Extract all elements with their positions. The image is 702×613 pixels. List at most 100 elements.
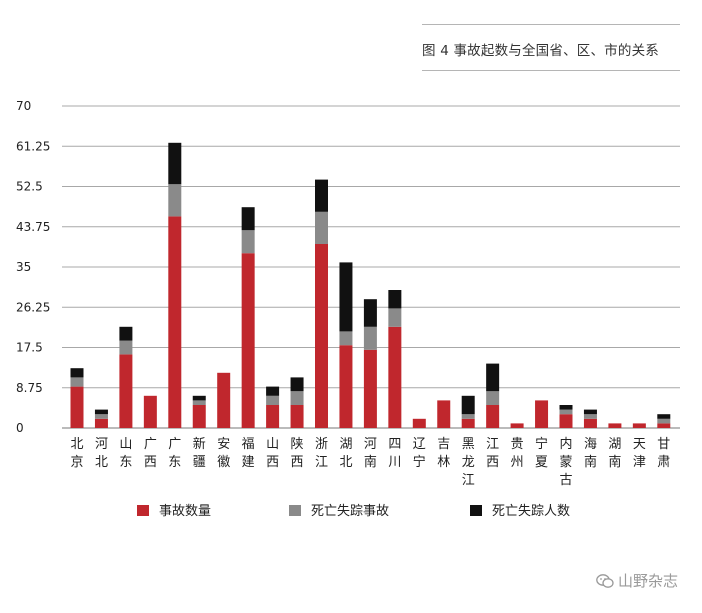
x-category-label: 山西 (266, 437, 279, 470)
bar-segment-series-3 (559, 405, 573, 410)
y-tick-label: 61.25 (16, 139, 50, 153)
x-category-label: 海南 (584, 437, 597, 470)
bar-segment-series-1 (143, 395, 157, 428)
bar-segment-series-1 (363, 349, 377, 428)
x-category-label: 广东 (168, 437, 181, 470)
bar-segment-series-2 (583, 414, 597, 419)
bar-segment-series-3 (168, 142, 182, 185)
x-category-label: 内蒙古 (559, 436, 572, 488)
wechat-icon (596, 573, 614, 588)
x-category-label: 天津 (633, 437, 646, 470)
bar-segment-series-2 (388, 308, 402, 327)
bar-segment-series-2 (315, 211, 328, 244)
x-category-label: 江西 (486, 437, 499, 470)
bar-segment-series-1 (339, 345, 353, 428)
bar-segment-series-3 (315, 179, 328, 212)
x-category-label: 河南 (364, 437, 377, 470)
bar-segment-series-1 (461, 418, 475, 428)
y-tick-label: 17.5 (16, 341, 43, 355)
gridlines (62, 105, 680, 429)
watermark: 山野杂志 (596, 570, 678, 591)
caption-divider (422, 70, 680, 71)
bar-segment-series-1 (119, 354, 133, 428)
x-category-label: 北京 (70, 437, 83, 470)
x-category-label: 福建 (242, 437, 255, 470)
legend-label: 死亡失踪人数 (492, 504, 570, 519)
bar-segment-series-1 (315, 244, 328, 428)
bar-segment-series-3 (266, 386, 280, 396)
y-tick-label: 0 (16, 421, 24, 435)
bar-segment-series-1 (412, 418, 426, 428)
x-category-label: 辽宁 (413, 437, 426, 470)
y-tick-label: 8.75 (16, 381, 43, 395)
bar-segment-series-2 (339, 331, 353, 346)
x-category-label: 新疆 (193, 436, 206, 470)
bar-segment-series-2 (559, 409, 573, 415)
bar-segment-series-1 (192, 405, 206, 428)
y-tick-label: 52.5 (16, 180, 43, 194)
x-category-label: 山东 (119, 437, 132, 470)
bar-segment-series-2 (290, 391, 304, 405)
legend: 事故数量 死亡失踪事故 死亡失踪人数 (137, 504, 570, 519)
bar-segment-series-3 (241, 207, 255, 231)
bar-segment-series-3 (192, 395, 206, 401)
x-category-label: 四川 (388, 437, 401, 470)
bar-segment-series-2 (657, 418, 671, 424)
bar-segment-series-1 (241, 253, 255, 428)
bar-segment-series-1 (608, 423, 622, 428)
bar-segment-series-2 (192, 400, 206, 405)
bar-segment-series-1 (217, 372, 231, 428)
bar-segment-series-1 (70, 386, 84, 428)
bar-segment-series-3 (94, 409, 108, 415)
y-tick-label: 43.75 (16, 220, 50, 234)
bar-segment-series-1 (94, 418, 108, 428)
y-axis: 0 8.75 17.5 26.25 35 43.75 52.5 61.25 70 (16, 99, 50, 435)
bar-segment-series-3 (486, 363, 500, 392)
bar-segment-series-2 (70, 377, 84, 387)
bar-segment-series-3 (70, 368, 84, 378)
bar-segment-series-2 (168, 184, 182, 217)
legend-label: 事故数量 (159, 504, 211, 519)
x-category-label: 贵州 (511, 437, 524, 470)
bar-segment-series-2 (241, 230, 255, 254)
bar-segment-series-3 (388, 290, 402, 309)
x-category-label: 湖北 (339, 437, 352, 470)
top-divider (422, 24, 680, 25)
bar-segment-series-2 (94, 414, 108, 419)
x-category-label: 黑龙江 (462, 437, 475, 488)
y-tick-label: 26.25 (16, 300, 50, 314)
bar-segment-series-2 (461, 414, 475, 419)
x-category-label: 湖南 (608, 437, 621, 470)
watermark-text: 山野杂志 (618, 572, 679, 590)
bar-segment-series-2 (486, 391, 500, 405)
bar-segment-series-3 (119, 326, 133, 341)
x-category-label: 广西 (144, 437, 157, 470)
bar-segment-series-1 (510, 423, 524, 428)
legend-swatch (137, 505, 149, 516)
bar-segment-series-1 (168, 216, 182, 428)
bar-segment-series-1 (535, 400, 549, 428)
bars (70, 142, 671, 428)
y-tick-label: 35 (16, 260, 31, 274)
legend-swatch (470, 505, 482, 516)
bar-segment-series-1 (266, 405, 280, 428)
bar-segment-series-3 (290, 377, 304, 392)
x-category-label: 甘肃 (657, 437, 670, 470)
bar-segment-series-1 (583, 418, 597, 428)
x-axis: 北京河北山东广西广东新疆安徽福建山西陕西浙江湖北河南四川辽宁吉林黑龙江江西贵州宁… (70, 436, 670, 488)
bar-segment-series-1 (632, 423, 646, 428)
bar-segment-series-1 (486, 405, 500, 428)
bar-segment-series-3 (461, 395, 475, 415)
x-category-label: 吉林 (437, 437, 450, 470)
x-category-label: 宁夏 (535, 436, 548, 470)
bar-segment-series-1 (290, 405, 304, 428)
bar-segment-series-1 (657, 423, 671, 428)
y-tick-label: 70 (16, 99, 31, 113)
bar-segment-series-1 (559, 414, 573, 428)
bar-segment-series-3 (363, 299, 377, 327)
bar-segment-series-1 (437, 400, 451, 428)
x-category-label: 陕西 (291, 437, 304, 470)
bar-segment-series-2 (266, 395, 280, 405)
legend-label: 死亡失踪事故 (311, 504, 389, 519)
